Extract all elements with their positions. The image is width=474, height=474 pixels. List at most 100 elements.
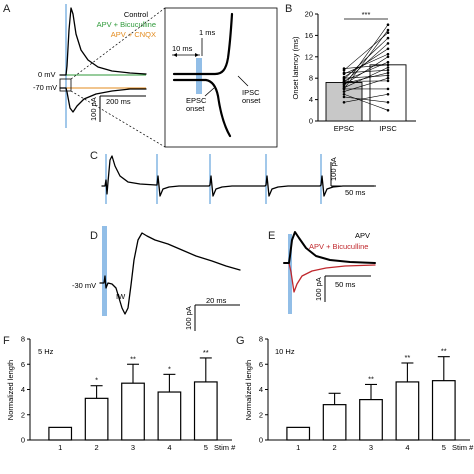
x-axis-label: Stim # <box>452 443 474 452</box>
bar-stim-2 <box>322 404 347 441</box>
inset-label-ipsc: IPSC onset <box>242 88 261 105</box>
y-axis-label: Onset latency (ms) <box>291 36 300 99</box>
panel-letter-b: B <box>285 3 292 15</box>
inset-trace-epsc <box>172 78 232 138</box>
bar-stim-4 <box>395 381 420 441</box>
x-tick-label: EPSC <box>334 124 355 133</box>
x-tick-label: 1 <box>58 443 62 452</box>
scale-label-current-d: 100 pA <box>184 306 193 330</box>
y-tick-label: 8 <box>21 335 25 344</box>
point-epsc <box>342 90 346 93</box>
point-ipsc <box>386 42 390 45</box>
panel-f: F 0 2 4 6 8 Normalized length 5 Hz 1 * 2 ** 3 * 4 ** 5 S… <box>3 335 236 453</box>
inset-epsc-line: onset <box>186 104 205 113</box>
inset-stim-window <box>196 58 202 94</box>
zoom-connector-top <box>70 7 166 80</box>
significance-marker: ** <box>203 348 209 357</box>
y-tick-label: 0 <box>309 117 313 126</box>
point-epsc <box>342 87 346 91</box>
legend-control: Control <box>124 10 149 19</box>
paired-line <box>343 93 389 111</box>
holding-label-d: -30 mV <box>72 281 96 290</box>
bar-stim-2 <box>84 397 109 441</box>
x-axis-label: Stim # <box>214 443 236 452</box>
point-ipsc <box>386 52 390 56</box>
point-ipsc <box>386 109 390 112</box>
legend-apv-bicuculline: APV + Bicuculline <box>97 20 156 29</box>
panel-g: G 0 2 4 6 8 Normalized length 10 Hz 1 2 ** 3 ** 4 ** 5… <box>236 335 474 453</box>
bar-stim-5 <box>431 380 456 441</box>
x-tick-label: 4 <box>405 443 409 452</box>
paired-line <box>343 53 389 75</box>
legend-apv-bicuculline-e: APV + Bicuculline <box>309 242 368 251</box>
y-tick-label: 20 <box>305 10 313 19</box>
stimulus-marker-e <box>288 234 292 314</box>
point-epsc <box>342 100 346 104</box>
point-ipsc <box>386 100 390 104</box>
panel-e: E APV APV + Bicuculline 100 pA 50 ms <box>268 230 376 314</box>
inset-label-10ms: 10 ms <box>172 44 193 53</box>
point-ipsc <box>386 74 390 77</box>
panel-d: D -30 mV IW 100 pA 20 ms <box>72 226 241 331</box>
bar-stim-1 <box>48 426 73 441</box>
paired-line <box>343 75 389 79</box>
point-ipsc <box>386 47 390 51</box>
y-tick-label: 2 <box>21 410 25 419</box>
y-axis-label: Normalized length <box>244 360 253 420</box>
chart-10hz-normalized-length: 0 2 4 6 8 Normalized length 10 Hz 1 2 ** 3 ** 4 ** 5 St… <box>244 335 474 453</box>
paired-line <box>343 69 389 74</box>
paired-line <box>343 93 389 103</box>
significance-marker: *** <box>362 10 371 19</box>
y-tick-label: 12 <box>305 52 313 61</box>
x-tick-label: 5 <box>442 443 446 452</box>
single-response-trace <box>99 232 241 315</box>
point-ipsc <box>386 68 390 72</box>
train-response-trace <box>101 154 375 204</box>
y-tick-label: 4 <box>309 95 313 104</box>
point-epsc <box>342 95 346 99</box>
control-trace-70mv <box>59 87 147 113</box>
point-epsc <box>342 80 346 83</box>
significance-marker: * <box>168 364 171 373</box>
point-ipsc <box>386 23 390 27</box>
paired-line <box>343 29 389 90</box>
x-tick-label: 2 <box>333 443 337 452</box>
panel-c: C 100 pA 50 ms <box>90 150 376 204</box>
inset-pointer-epsc <box>204 87 215 97</box>
chart-title: 5 Hz <box>38 347 54 356</box>
point-ipsc <box>386 79 390 83</box>
panel-a: A Control APV + Bicuculline APV + CNQX 0… <box>3 3 278 148</box>
point-epsc <box>342 67 346 70</box>
point-ipsc <box>386 60 390 64</box>
chart-onset-latency: 0 4 8 12 16 20 Onset latency (ms) EPSC IPSC *** <box>291 10 416 133</box>
paired-line <box>343 77 389 92</box>
y-tick-label: 0 <box>259 436 263 445</box>
x-tick-label: 4 <box>167 443 171 452</box>
inset-epsc-line: EPSC <box>186 96 207 105</box>
significance-marker: ** <box>368 374 374 383</box>
x-tick-label: 2 <box>95 443 99 452</box>
bar-stim-5 <box>193 381 218 441</box>
y-tick-label: 8 <box>309 74 313 83</box>
panel-letter-e: E <box>268 230 275 242</box>
y-tick-label: 8 <box>259 335 263 344</box>
y-tick-label: 16 <box>305 31 313 40</box>
inset-ipsc-line: IPSC <box>242 88 260 97</box>
y-tick-label: 0 <box>21 436 25 445</box>
legend-apv-cnqx: APV + CNQX <box>111 30 156 39</box>
bar-stim-3 <box>359 399 383 441</box>
x-tick-label: 5 <box>204 443 208 452</box>
inset-pointer-ipsc <box>237 75 249 87</box>
apv-bicuculline-trace <box>283 262 376 293</box>
point-ipsc <box>386 71 390 75</box>
significance-marker: ** <box>441 347 447 356</box>
point-ipsc <box>386 92 390 96</box>
holding-label-70mv: -70 mV <box>33 83 57 92</box>
point-ipsc <box>386 55 390 59</box>
scale-label-current-a: 100 pA <box>89 97 98 121</box>
zoom-region <box>59 78 72 92</box>
apv-trace <box>283 231 376 264</box>
point-epsc <box>342 92 346 96</box>
x-tick-label: 3 <box>369 443 373 452</box>
